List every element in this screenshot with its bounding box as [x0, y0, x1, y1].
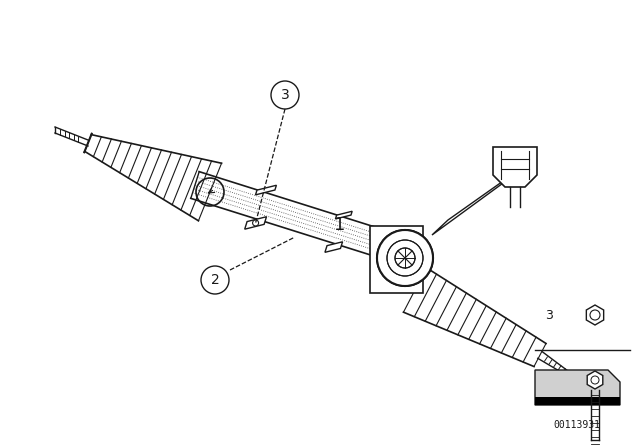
Polygon shape: [535, 397, 620, 405]
Text: 1: 1: [334, 216, 346, 234]
Polygon shape: [244, 217, 266, 229]
Polygon shape: [255, 185, 276, 195]
Text: 2: 2: [211, 273, 220, 287]
Polygon shape: [493, 147, 537, 187]
Polygon shape: [325, 242, 342, 252]
Text: 2: 2: [545, 374, 553, 387]
Polygon shape: [335, 211, 352, 219]
Circle shape: [377, 230, 433, 286]
Circle shape: [271, 81, 299, 109]
Polygon shape: [432, 162, 530, 235]
Polygon shape: [535, 370, 620, 405]
Circle shape: [201, 266, 229, 294]
Text: 00113931: 00113931: [554, 420, 600, 430]
Polygon shape: [370, 226, 423, 293]
Circle shape: [253, 220, 259, 226]
Polygon shape: [586, 305, 604, 325]
Text: 3: 3: [545, 309, 553, 322]
Polygon shape: [588, 371, 603, 389]
Text: 3: 3: [280, 88, 289, 102]
Circle shape: [590, 310, 600, 320]
Circle shape: [377, 230, 433, 286]
Circle shape: [591, 376, 599, 384]
